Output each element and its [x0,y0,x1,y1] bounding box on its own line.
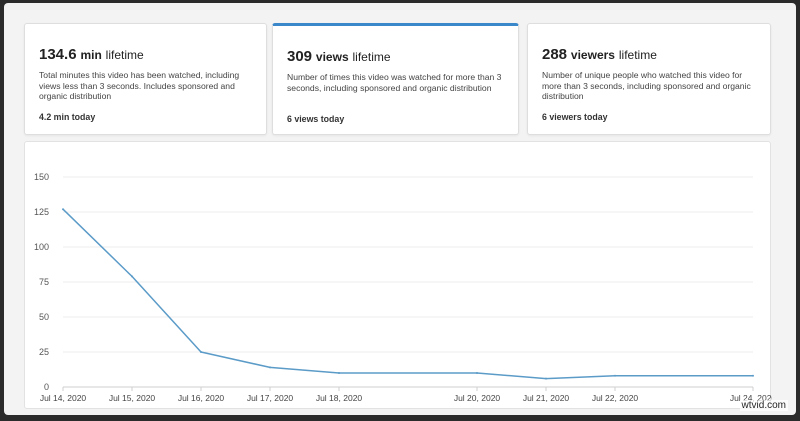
x-tick-label: Jul 14, 2020 [40,393,87,403]
y-tick-label: 25 [39,347,49,357]
x-tick-label: Jul 20, 2020 [454,393,501,403]
data-point [545,377,547,380]
data-point [752,374,754,377]
data-point [476,372,478,374]
x-tick-label: Jul 16, 2020 [178,393,225,403]
viewers-value: 288 [542,46,568,63]
y-tick-label: 100 [34,242,49,252]
data-point [62,208,64,211]
y-tick-label: 125 [34,207,49,217]
x-tick-label: Jul 22, 2020 [592,393,639,403]
y-tick-label: 75 [39,277,49,287]
views-headline: 309 views lifetime [287,48,391,65]
watermark: wtvid.com [739,400,788,411]
data-point [338,372,340,374]
minutes-description: Total minutes this video has been watche… [39,70,240,101]
viewers-headline: 288 viewers lifetime [542,46,657,63]
views-chart-card: 0 25 50 75 100 125 150 Jul 14, 2020 Jul 15, 2020… [24,141,776,409]
x-tick-label: Jul 15, 2020 [109,393,156,403]
minutes-headline: 134.6 min lifetime [39,46,144,63]
views-stat-card[interactable]: 309 views lifetime Number of times this … [272,23,519,135]
minutes-suffix: lifetime [105,48,144,62]
x-tick-label: Jul 21, 2020 [523,393,570,403]
minutes-unit: min [80,48,102,62]
viewers-stat-card[interactable]: 288 viewers lifetime Number of unique pe… [527,23,771,135]
minutes-value: 134.6 [39,46,77,63]
views-description: Number of times this video was watched f… [287,72,502,93]
data-point [200,351,202,353]
views-series-line [62,208,753,380]
views-unit: views [315,50,349,64]
data-point [614,374,616,377]
viewers-today: 6 viewers today [542,112,608,122]
x-tick-label: Jul 24, 2020 [730,393,772,403]
minutes-stat-card[interactable]: 134.6 min lifetime Total minutes this vi… [24,23,267,135]
data-point [131,275,133,278]
y-tick-label: 0 [44,382,49,392]
views-today: 6 views today [287,114,345,124]
data-point [269,366,271,369]
y-tick-label: 50 [39,312,49,322]
viewers-description: Number of unique people who watched this… [542,70,751,101]
viewers-unit: viewers [570,48,615,62]
views-line-chart: 0 25 50 75 100 125 150 Jul 14, 2020 Jul 15, 2020… [34,172,776,403]
views-value: 309 [287,48,313,65]
x-tick-label: Jul 18, 2020 [316,393,363,403]
x-tick-label: Jul 17, 2020 [247,393,294,403]
viewers-suffix: lifetime [618,48,657,62]
views-suffix: lifetime [352,50,391,64]
y-tick-label: 150 [34,172,49,182]
minutes-today: 4.2 min today [39,112,96,122]
analytics-frame: 134.6 min lifetime Total minutes this vi… [4,3,796,415]
